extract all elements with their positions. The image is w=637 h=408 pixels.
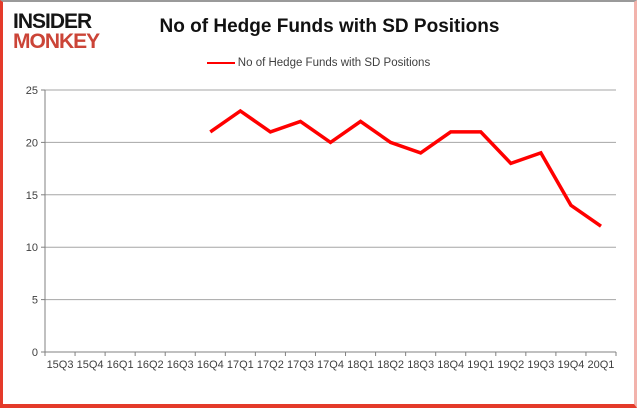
- x-tick-label: 18Q2: [377, 359, 404, 371]
- x-tick-label: 15Q3: [47, 359, 74, 371]
- x-tick-label: 16Q3: [167, 359, 194, 371]
- y-tick-label: 0: [32, 347, 38, 359]
- x-tick-label: 16Q4: [197, 359, 224, 371]
- insider-monkey-logo: INSIDER MONKEY: [13, 10, 100, 53]
- y-tick-label: 20: [26, 137, 38, 149]
- chart-title: No of Hedge Funds with SD Positions: [159, 16, 500, 37]
- x-tick-label: 17Q4: [317, 359, 344, 371]
- x-tick-label: 16Q1: [107, 359, 134, 371]
- legend-line-swatch: [206, 62, 235, 64]
- x-tick-label: 19Q2: [497, 359, 524, 371]
- legend: No of Hedge Funds with SD Positions: [3, 57, 634, 69]
- x-tick-label: 18Q3: [407, 359, 434, 371]
- logo-line1: INSIDER: [13, 10, 92, 33]
- x-tick-label: 19Q3: [527, 359, 554, 371]
- y-tick-label: 10: [26, 242, 38, 254]
- x-tick-label: 17Q2: [257, 359, 284, 371]
- y-tick-label: 5: [32, 295, 38, 307]
- legend-label: No of Hedge Funds with SD Positions: [237, 57, 431, 69]
- x-tick-label: 18Q4: [437, 359, 464, 371]
- x-tick-label: 15Q4: [77, 359, 104, 371]
- x-tick-label: 16Q2: [137, 359, 164, 371]
- y-tick-label: 15: [26, 190, 38, 202]
- x-tick-label: 19Q1: [467, 359, 494, 371]
- logo-line2: MONKEY: [13, 29, 100, 53]
- x-tick-label: 18Q1: [347, 359, 374, 371]
- x-tick-label: 20Q1: [588, 359, 615, 371]
- x-tick-label: 19Q4: [557, 359, 584, 371]
- x-tick-label: 17Q1: [227, 359, 254, 371]
- x-tick-label: 17Q3: [287, 359, 314, 371]
- y-tick-label: 25: [26, 85, 38, 97]
- series-line: [209, 108, 602, 228]
